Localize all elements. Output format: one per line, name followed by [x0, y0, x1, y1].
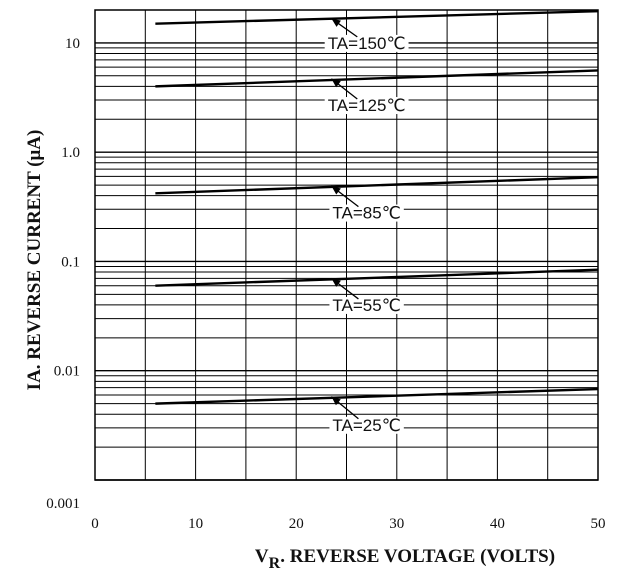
series-label-group: TA=85℃: [329, 185, 404, 223]
series-label-group: TA=55℃: [329, 277, 404, 315]
x-axis-label-rest: . REVERSE VOLTAGE (VOLTS): [280, 546, 555, 567]
y-tick-label: 10: [65, 36, 80, 52]
y-tick-label: 0.01: [54, 364, 80, 380]
series-arrow-head: [331, 396, 341, 406]
series-line: [155, 176, 599, 195]
x-axis-label-subscript: R: [269, 555, 281, 571]
x-tick-label: 50: [591, 516, 606, 532]
series-label-background: [324, 97, 409, 115]
series-label: TA=55℃: [332, 296, 400, 315]
series-label: TA=150℃: [328, 34, 406, 53]
x-tick-labels: 0 10 20 30 40 50: [91, 516, 605, 532]
x-tick-label: 40: [490, 516, 505, 532]
series-label-group: TA=125℃: [324, 78, 409, 115]
plot-frame: [94, 9, 599, 481]
series-label: TA=25℃: [332, 416, 400, 435]
series-label: TA=125℃: [328, 96, 406, 115]
series-line: [155, 69, 599, 88]
x-tick-label: 0: [91, 516, 99, 532]
x-tick-label: 20: [289, 516, 304, 532]
series-arrow-head: [331, 186, 341, 195]
series-label-background: [329, 416, 404, 434]
y-axis-label: IA. REVERSE CURRENT (μA): [24, 130, 45, 391]
y-tick-label: 0.001: [46, 496, 80, 512]
x-axis-label: VR. REVERSE VOLTAGE (VOLTS): [255, 546, 555, 571]
series-annotations: TA=150℃ TA=125℃ TA=85℃ TA=55℃ TA=25℃: [324, 18, 409, 435]
series-lines: [155, 10, 599, 405]
x-axis-label-main: V: [255, 546, 269, 567]
series-label: TA=85℃: [332, 204, 400, 223]
series-arrow-head: [331, 78, 341, 88]
series-label-group: TA=150℃: [324, 18, 409, 53]
series-label-background: [329, 204, 404, 222]
x-tick-label: 30: [389, 516, 404, 532]
series-line: [155, 10, 599, 25]
series-label-background: [329, 296, 404, 314]
y-tick-label: 0.1: [61, 254, 80, 270]
series-line: [155, 387, 599, 405]
y-tick-label: 1.0: [61, 145, 80, 161]
y-tick-labels: 10 1.0 0.1 0.01 0.001: [46, 36, 80, 512]
series-arrow-head: [331, 18, 341, 27]
x-tick-label: 10: [188, 516, 203, 532]
series-line: [155, 268, 599, 287]
series-label-background: [324, 34, 409, 52]
series-arrow-head: [331, 278, 341, 287]
series-label-group: TA=25℃: [329, 396, 404, 435]
